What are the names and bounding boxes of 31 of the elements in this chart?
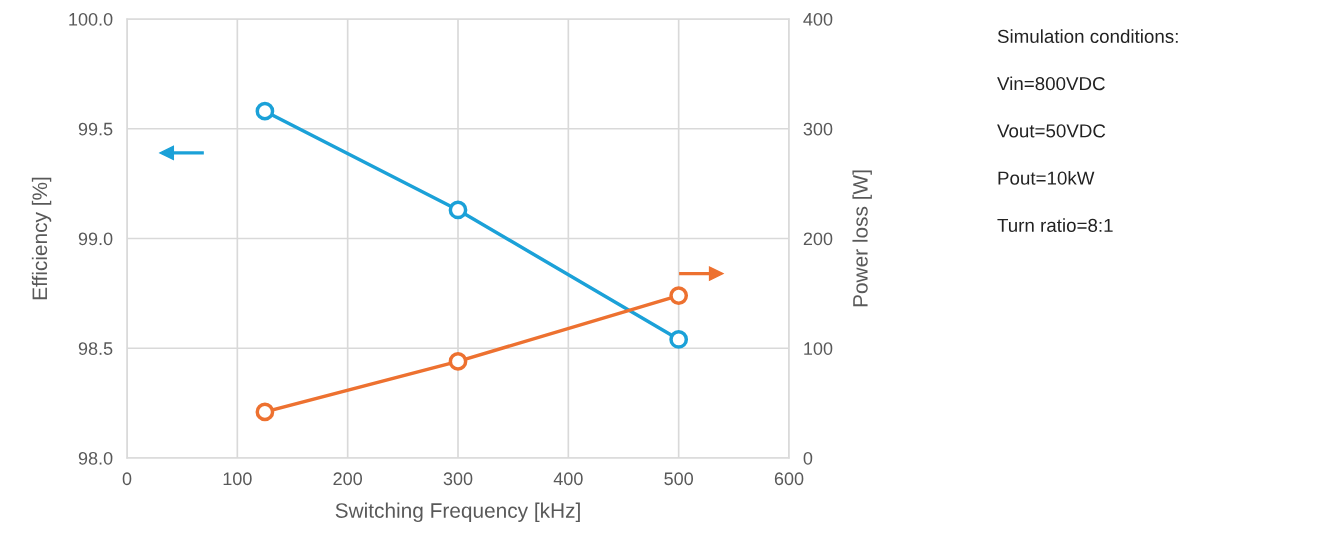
x-tick-label: 100 [223,472,252,486]
y-axis-title: Efficiency [%] [31,177,52,300]
text: Simulation conditions: [997,29,1178,44]
point [669,330,689,349]
x-tick-label: 300 [443,472,473,486]
y2-tick-label: 400 [803,12,833,26]
x-tick-label: 600 [774,472,804,486]
y-tick-label: 100.0 [69,12,113,26]
y-tick-label: 98.5 [78,342,113,355]
point [255,402,275,422]
y2-tick-label: 100 [804,342,833,355]
x-axis-title: Switching Frequency [kHz] [335,502,580,523]
point [669,286,689,305]
text: Pout=10kW [998,170,1095,185]
x-tick-label: 0 [122,472,132,486]
text: Turn ratio=8:1 [997,218,1113,233]
point [448,200,468,220]
x-tick-label: 200 [333,472,363,486]
x-tick-label: 500 [664,472,694,486]
y2-axis-title: Power loss [W] [852,170,872,307]
y2-tick-label: 0 [803,451,813,465]
y-tick-label: 99.0 [78,232,113,246]
text: Vin=800VDC [997,76,1105,91]
point [255,101,275,121]
y2-tick-label: 300 [803,122,833,136]
y2-tick-label: 200 [803,232,833,246]
text: Vout=50VDC [997,124,1106,138]
y-tick-label: 99.5 [78,122,113,136]
point [448,352,468,371]
x-tick-label: 400 [553,472,583,486]
y-tick-label: 98.0 [78,451,113,465]
